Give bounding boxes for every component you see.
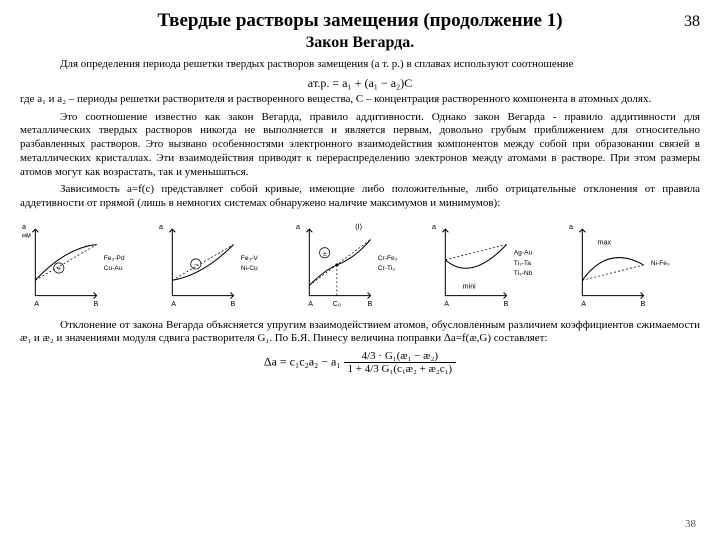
- paragraph-intro: Для определения периода решетки твердых …: [20, 58, 700, 72]
- marker-label: (I): [355, 223, 362, 231]
- paragraph-dependency: Зависимость a=f(c) представляет собой кр…: [20, 183, 700, 211]
- minus-icon: −: [194, 260, 199, 269]
- system-label: Ni-Fe₃: [651, 260, 670, 267]
- x-right-label: B: [504, 300, 509, 308]
- system-label: Ti₃-Ta: [514, 260, 531, 267]
- system-label: Cr-Ti₃: [377, 265, 394, 272]
- chart-positive: a нм + A B Fe₃-Pd Cu-Au: [20, 219, 153, 311]
- system-label: Ni-Cu: [241, 265, 258, 272]
- x-right-label: B: [641, 300, 646, 308]
- y-axis-unit: нм: [22, 231, 31, 239]
- x-left-label: A: [581, 300, 586, 308]
- plus-icon: +: [57, 264, 62, 273]
- chart-negative: a − A B Fe₃-V Ni-Cu: [157, 219, 290, 311]
- chart-kink: a (I) ± A C₀ B Cr-Fe₃ Cr-Ti₃: [294, 219, 427, 311]
- page-number-bottom: 38: [685, 518, 696, 530]
- x-right-label: B: [230, 300, 235, 308]
- formula-vegard: aт.р. = a₁ + (a₁ − a₂)C: [20, 76, 700, 91]
- chart-minimum: a mini A B Ag-Au Ti₃-Ta Ti₃-Nb: [430, 219, 563, 311]
- x-left-label: A: [34, 300, 39, 308]
- paragraph-deviation: Отклонение от закона Вегарда объясняется…: [20, 319, 700, 347]
- x-right-label: B: [94, 300, 99, 308]
- x-left-label: A: [171, 300, 176, 308]
- page-number-top: 38: [670, 13, 700, 31]
- sign-icon: ±: [322, 249, 327, 258]
- charts-row: a нм + A B Fe₃-Pd Cu-Au a: [20, 219, 700, 311]
- system-label: Cr-Fe₃: [377, 255, 397, 262]
- paragraph-vegard-law: Это соотношение известно как закон Вегар…: [20, 111, 700, 180]
- system-label: Fe₃-Pd: [104, 255, 125, 262]
- paragraph-where: где a₁ и a₂ – периоды решетки растворите…: [20, 93, 700, 107]
- y-axis-label: a: [432, 223, 436, 231]
- system-label: Fe₃-V: [241, 255, 259, 262]
- system-label: Ag-Au: [514, 249, 533, 256]
- min-label: mini: [463, 282, 476, 290]
- x-left-label: A: [445, 300, 450, 308]
- y-axis-label: a: [296, 223, 300, 231]
- page-title: Твердые растворы замещения (продолжение …: [50, 10, 670, 32]
- y-axis-label: a: [569, 223, 573, 231]
- y-axis-label: a: [159, 223, 163, 231]
- x-left-label: A: [308, 300, 313, 308]
- max-label: max: [598, 238, 612, 246]
- x-right-label: B: [367, 300, 372, 308]
- system-label: Ti₃-Nb: [514, 270, 533, 277]
- y-axis-label: a: [22, 223, 26, 231]
- page-subtitle: Закон Вегарда.: [20, 34, 700, 52]
- formula-correction: Δa = c₁c₂a₂ − a₁ 4/3 · G₁(æ₁ − æ₂) 1 + 4…: [20, 350, 700, 375]
- system-label: Cu-Au: [104, 265, 123, 272]
- x-mid-label: C₀: [332, 300, 340, 308]
- chart-maximum: a max A B Ni-Fe₃: [567, 219, 700, 311]
